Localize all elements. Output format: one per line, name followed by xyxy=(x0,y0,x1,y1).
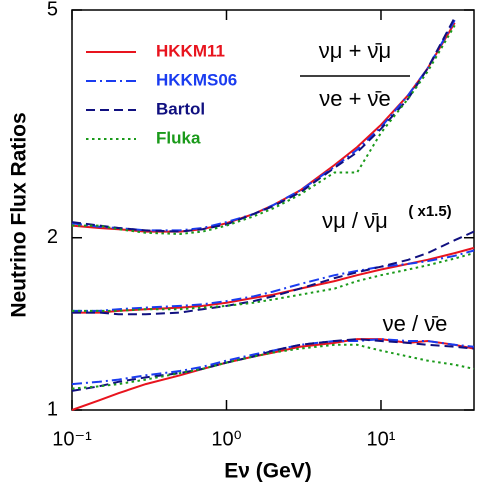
x-tick-label: 10¹ xyxy=(367,428,396,450)
annotation: νe / ν̄e xyxy=(383,311,448,336)
legend-label: HKKM11 xyxy=(156,41,225,60)
annotation: νμ + ν̄μ xyxy=(319,38,391,63)
series-line xyxy=(72,249,475,312)
x-axis-title: Eν (GeV) xyxy=(224,460,312,483)
legend-label: Bartol xyxy=(156,99,205,118)
plot-frame xyxy=(71,9,475,411)
y-tick-label: 1 xyxy=(47,398,58,420)
series-line xyxy=(71,17,456,233)
series-line xyxy=(72,24,456,236)
x-tick-label: 10⁻¹ xyxy=(52,428,92,450)
series-line xyxy=(72,246,475,314)
series-line xyxy=(71,343,475,390)
y-tick-label: 5 xyxy=(47,0,58,20)
legend-label: Fluka xyxy=(156,128,201,147)
annotation: ( x1.5) xyxy=(408,203,451,220)
y-tick-label: 2 xyxy=(47,226,58,248)
series-line xyxy=(72,230,475,316)
series-line xyxy=(71,338,475,386)
annotation: νμ / ν̄μ xyxy=(322,208,388,233)
y-axis-title: Neutrino Flux Ratios xyxy=(8,112,31,317)
legend-label: HKKMS06 xyxy=(156,70,237,89)
series-line xyxy=(71,338,475,392)
x-tick-label: 10⁰ xyxy=(211,428,241,450)
annotation: νe + ν̄e xyxy=(319,86,391,111)
series-line xyxy=(71,22,456,233)
